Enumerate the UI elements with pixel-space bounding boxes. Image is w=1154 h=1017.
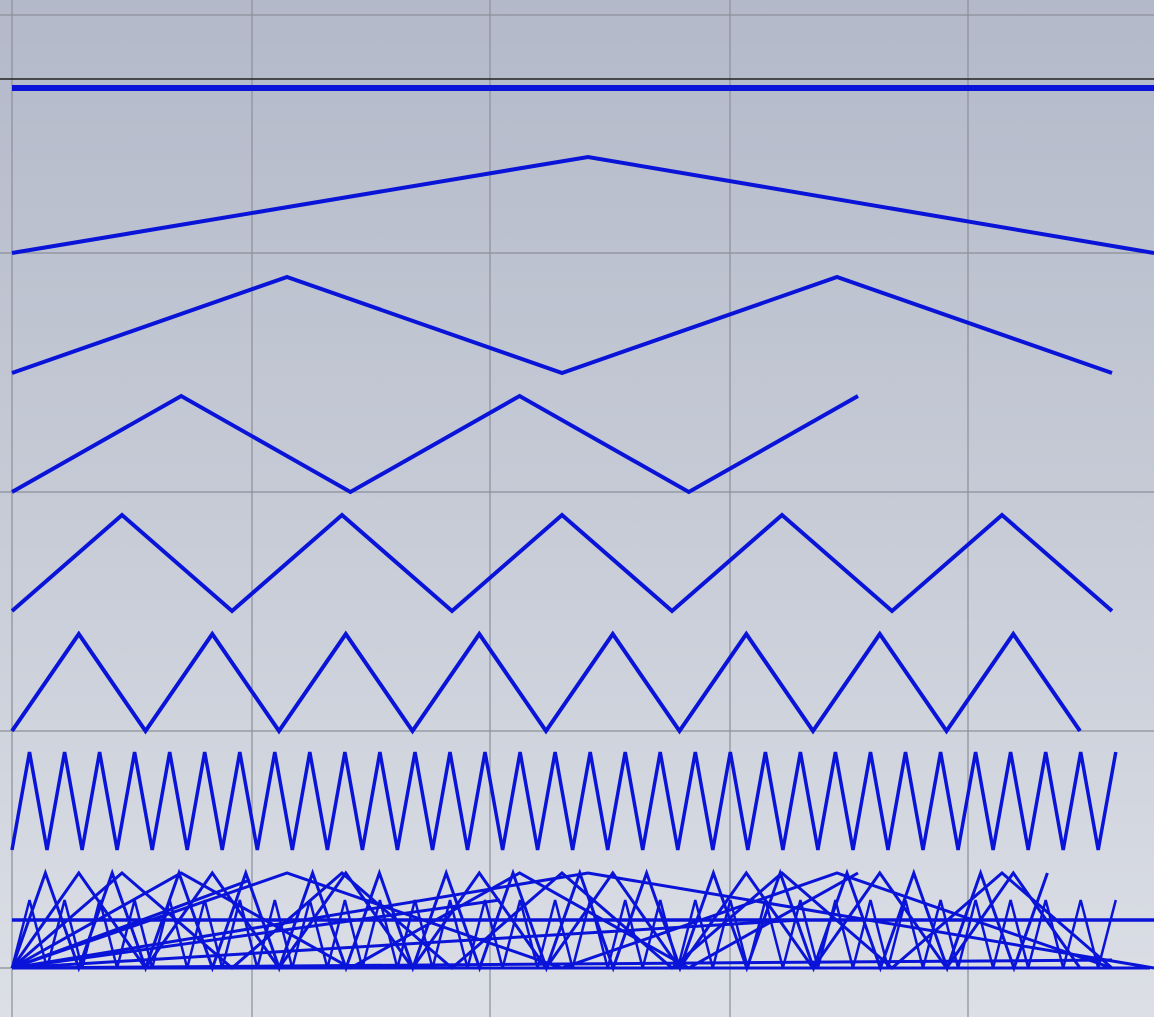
trace — [10, 630, 1082, 735]
trace — [10, 512, 1114, 614]
trace — [11, 878, 251, 970]
traces — [10, 154, 1154, 973]
trace — [11, 154, 1154, 255]
trace — [11, 274, 1113, 376]
trace — [11, 393, 859, 495]
trace — [11, 918, 801, 970]
trace — [11, 898, 501, 970]
trace — [10, 751, 1118, 851]
